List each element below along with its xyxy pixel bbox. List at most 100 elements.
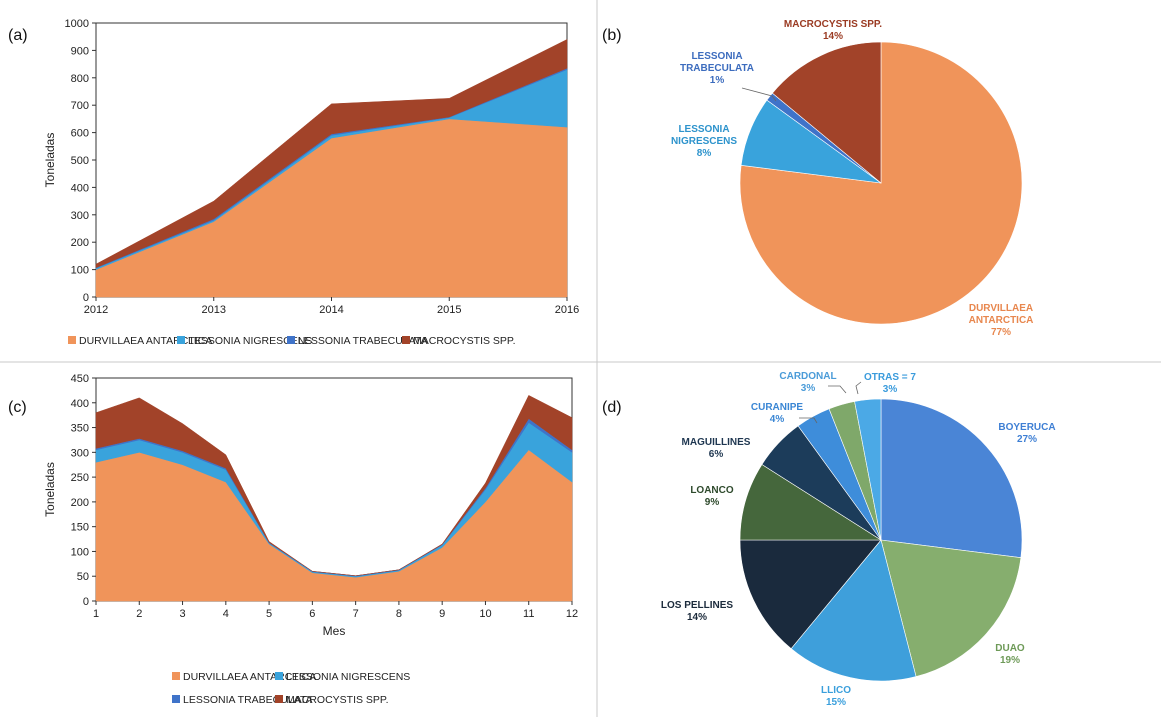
pie-value-label-los-pellines: 14% — [687, 612, 707, 623]
y-axis-label: Toneladas — [43, 133, 57, 188]
x-tick-label: 2012 — [84, 304, 108, 316]
area-series-macrocystis-spp — [95, 395, 573, 576]
y-tick-label: 250 — [71, 472, 89, 484]
y-tick-label: 100 — [71, 265, 89, 277]
pie-value-label-maguillines: 6% — [709, 449, 724, 460]
legend-swatch-macrocystis-spp — [275, 695, 283, 703]
leader-line-otras-7 — [855, 381, 862, 395]
y-tick-label: 800 — [71, 73, 89, 85]
area-series-macrocystis-spp — [95, 39, 568, 269]
x-tick-label: 9 — [439, 608, 445, 620]
pie-name-label-durvillaea-antarctica: ANTARCTICA — [969, 315, 1034, 326]
x-tick-label: 7 — [353, 608, 359, 620]
pie-value-label-loanco: 9% — [705, 497, 720, 508]
pie-name-label-curanipe: CURANIPE — [751, 402, 804, 413]
pie-value-label-boyeruca: 27% — [1017, 434, 1037, 445]
pie-slice-los-pellines — [739, 539, 882, 650]
pie-slice-duao — [880, 539, 1022, 677]
legend-label-lessonia-nigrescens: LESSONIA NIGRESCENS — [188, 335, 312, 347]
x-tick-label: 4 — [223, 608, 229, 620]
pie-name-label-llico: LLICO — [821, 685, 851, 696]
legend-swatch-macrocystis-spp — [402, 336, 410, 344]
x-axis-label: Mes — [323, 624, 346, 638]
pie-value-label-duao: 19% — [1000, 655, 1020, 666]
y-tick-label: 150 — [71, 522, 89, 534]
y-tick-label: 500 — [71, 155, 89, 167]
pie-name-label-otras-7: OTRAS = 7 — [864, 372, 916, 383]
y-tick-label: 600 — [71, 128, 89, 140]
x-tick-label: 2013 — [202, 304, 226, 316]
legend-swatch-durvillaea-antarctica — [68, 336, 76, 344]
legend-label-lessonia-trabeculata: LESSONIA TRABECULATA — [298, 335, 428, 347]
pie-name-label-macrocystis-spp: MACROCYSTIS SPP. — [784, 19, 882, 30]
pie-name-label-loanco: LOANCO — [690, 485, 734, 496]
legend-swatch-lessonia-nigrescens — [275, 672, 283, 680]
y-tick-label: 300 — [71, 447, 89, 459]
legend-swatch-lessonia-trabeculata — [287, 336, 295, 344]
pie-name-label-los-pellines: LOS PELLINES — [661, 600, 734, 611]
y-tick-label: 350 — [71, 423, 89, 435]
legend-swatch-durvillaea-antarctica — [172, 672, 180, 680]
panel-label-b: (b) — [602, 27, 622, 44]
pie-name-label-lessonia-nigrescens: LESSONIA — [678, 124, 729, 135]
pie-name-label-lessonia-nigrescens: NIGRESCENS — [671, 136, 737, 147]
y-tick-label: 100 — [71, 546, 89, 558]
y-tick-label: 0 — [83, 596, 89, 608]
pie-name-label-boyeruca: BOYERUCA — [998, 422, 1055, 433]
legend-label-macrocystis-spp: MACROCYSTIS SPP. — [286, 694, 389, 706]
panel-label-d: (d) — [602, 399, 622, 416]
chart-a: 0 100 200 300 400 500 600 700 800 900 1000 2012 2013… — [43, 18, 579, 347]
x-tick-label: 11 — [523, 608, 534, 620]
x-tick-label: 3 — [179, 608, 185, 620]
y-tick-label: 200 — [71, 237, 89, 249]
area-series-durvillaea-antarctica — [95, 118, 568, 298]
chart-b: DURVILLAEAANTARCTICA77%LESSONIANIGRESCEN… — [671, 19, 1033, 338]
pie-value-label-macrocystis-spp: 14% — [823, 31, 843, 42]
pie-slice-boyeruca — [880, 398, 1023, 559]
x-tick-label: 10 — [479, 608, 491, 620]
panel-label-c: (c) — [8, 399, 27, 416]
pie-value-label-lessonia-nigrescens: 8% — [697, 148, 712, 159]
pie-slice-loanco — [739, 464, 883, 541]
pie-name-label-durvillaea-antarctica: DURVILLAEA — [969, 303, 1033, 314]
x-tick-label: 2015 — [437, 304, 461, 316]
legend-label-macrocystis-spp: MACROCYSTIS SPP. — [413, 335, 516, 347]
x-tick-label: 2 — [136, 608, 142, 620]
y-tick-label: 1000 — [65, 18, 89, 30]
pie-slice-durvillaea-antarctica — [739, 41, 1023, 325]
pie-value-label-lessonia-trabeculata: 1% — [710, 75, 725, 86]
y-tick-label: 900 — [71, 45, 89, 57]
leader-line-lessonia-trabeculata — [741, 87, 777, 102]
y-tick-label: 300 — [71, 210, 89, 222]
pie-value-label-cardonal: 3% — [801, 383, 816, 394]
leader-line-curanipe — [799, 417, 818, 424]
y-tick-label: 200 — [71, 497, 89, 509]
pie-slice-otras-7 — [854, 398, 882, 541]
pie-name-label-duao: DUAO — [995, 643, 1025, 654]
pie-value-label-llico: 15% — [826, 697, 846, 708]
pie-name-label-cardonal: CARDONAL — [779, 371, 836, 382]
pie-value-label-durvillaea-antarctica: 77% — [991, 327, 1011, 338]
legend-swatch-lessonia-trabeculata — [172, 695, 180, 703]
y-tick-label: 450 — [71, 373, 89, 385]
leader-line-cardonal — [828, 385, 847, 394]
pie-value-label-curanipe: 4% — [770, 414, 785, 425]
pie-slice-macrocystis-spp — [771, 41, 882, 184]
x-tick-label: 2016 — [555, 304, 579, 316]
legend-label-lessonia-nigrescens: LESSONIA NIGRESCENS — [286, 671, 410, 683]
pie-value-label-otras-7: 3% — [883, 384, 898, 395]
x-tick-label: 8 — [396, 608, 402, 620]
x-tick-label: 5 — [266, 608, 272, 620]
pie-name-label-lessonia-trabeculata: LESSONIA — [691, 51, 742, 62]
pie-name-label-lessonia-trabeculata: TRABECULATA — [680, 63, 754, 74]
legend-swatch-lessonia-nigrescens — [177, 336, 185, 344]
pie-slice-llico — [790, 539, 917, 682]
y-tick-label: 400 — [71, 398, 89, 410]
x-tick-label: 1 — [93, 608, 99, 620]
panel-label-a: (a) — [8, 27, 28, 44]
x-tick-label: 2014 — [319, 304, 343, 316]
y-tick-label: 700 — [71, 100, 89, 112]
